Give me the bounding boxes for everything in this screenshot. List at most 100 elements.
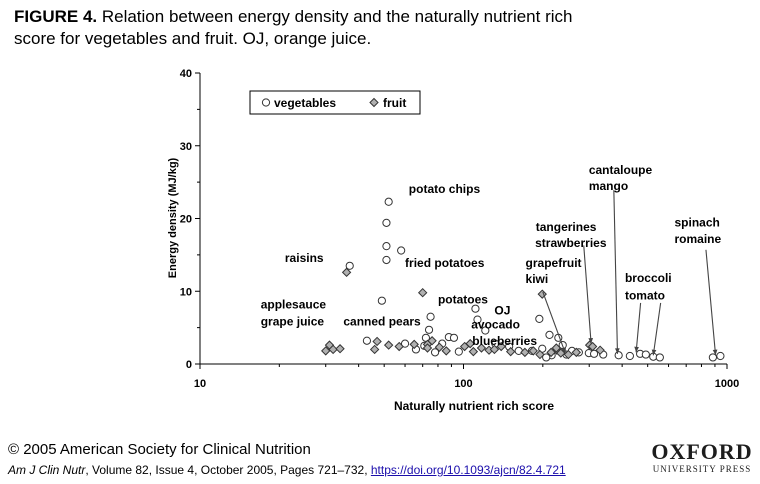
annotation-label: tangerines [536, 220, 597, 234]
annotation-label: potato chips [409, 182, 481, 196]
y-tick-label: 40 [180, 68, 192, 80]
fruit-point [321, 346, 331, 356]
pointer-arrowhead [651, 349, 657, 356]
pointer-line [652, 302, 662, 356]
fruit-point [372, 336, 382, 347]
pointer-line [705, 249, 717, 356]
publisher-logo: OXFORD UNIVERSITY PRESS [650, 441, 754, 475]
vegetable-point [400, 339, 410, 348]
vegetable-point [382, 242, 391, 251]
vegetable-point [345, 261, 354, 270]
vegetable-point [377, 296, 386, 305]
journal-name: Am J Clin Nutr [8, 463, 86, 477]
figure-caption-text: Relation between energy density and the … [14, 7, 573, 48]
vegetable-point [362, 336, 372, 345]
fruit-point [328, 344, 338, 355]
chart-pointers [542, 190, 718, 356]
chart-points [321, 197, 725, 362]
annotation-label: canned pears [343, 314, 421, 328]
fruit-point [505, 346, 516, 357]
fruit-point [422, 343, 433, 353]
fruit-point [476, 343, 487, 353]
pointer-arrowhead [561, 347, 566, 354]
y-tick-label: 10 [180, 286, 192, 298]
vegetable-point [535, 314, 544, 323]
annotation-label: potatoes [438, 293, 488, 307]
fruit-point [595, 345, 605, 355]
vegetable-point [716, 351, 725, 361]
vegetable-point [473, 315, 482, 324]
fruit-point [394, 341, 404, 352]
vegetable-point [625, 351, 634, 361]
vegetable-point [655, 353, 664, 362]
vegetable-point [426, 312, 435, 321]
x-tick-label: 100 [454, 378, 472, 390]
fruit-point [441, 346, 451, 356]
fruit-point [587, 341, 598, 352]
fruit-point [528, 346, 538, 356]
legend-fruit-marker [369, 97, 379, 108]
annotation-label: tomato [625, 288, 665, 302]
y-axis-label: Energy density (MJ/kg) [167, 157, 179, 278]
vegetable-point [449, 333, 459, 342]
vegetable-point [471, 304, 480, 313]
fruit-point [520, 347, 530, 358]
vegetable-point [641, 350, 650, 359]
pointer-arrowhead [588, 337, 594, 344]
pointer-arrowhead [634, 346, 639, 353]
annotation-label: blueberries [472, 334, 537, 348]
annotation-label: cantaloupe [589, 163, 653, 177]
legend-fruit-label: fruit [383, 96, 406, 110]
doi-link[interactable]: https://doi.org/10.1093/ajcn/82.4.721 [370, 463, 566, 477]
fruit-point [417, 287, 428, 298]
annotation-label: grapefruit [526, 256, 582, 270]
publisher-subtitle: UNIVERSITY PRESS [652, 464, 752, 474]
figure-caption: FIGURE 4. Relation between energy densit… [14, 6, 614, 50]
fruit-point [465, 338, 475, 349]
vegetable-point [614, 351, 623, 360]
annotation-label: OJ [494, 304, 510, 318]
citation: Am J Clin Nutr, Volume 82, Issue 4, Octo… [8, 463, 566, 477]
legend-box [249, 90, 421, 115]
vegetable-point [514, 346, 523, 356]
fruit-point [434, 342, 445, 352]
x-tick-label: 10 [194, 378, 206, 390]
fruit-point [427, 336, 437, 346]
vegetable-point [384, 197, 393, 206]
y-tick-label: 20 [180, 214, 192, 226]
vegetable-point [545, 330, 554, 339]
fruit-point [335, 344, 345, 354]
fruit-point [369, 344, 380, 355]
fruit-point [341, 267, 352, 278]
x-tick-label: 1000 [715, 378, 739, 390]
annotation-label: spinach [674, 216, 719, 230]
fruit-point [383, 340, 394, 350]
annotation-label: fried potatoes [405, 256, 485, 270]
pointer-line [635, 302, 642, 353]
annotation-label: grape juice [261, 314, 325, 328]
vegetable-point [397, 246, 406, 255]
annotation-label: raisins [285, 251, 324, 265]
x-axis-label: Naturally nutrient rich score [394, 399, 554, 413]
fruit-point [496, 341, 506, 352]
figure-label: FIGURE 4. [14, 7, 98, 26]
copyright-notice: © 2005 American Society for Clinical Nut… [8, 441, 311, 458]
annotation-label: broccoli [625, 271, 672, 285]
vegetable-point [382, 218, 391, 227]
annotation-label: mango [589, 179, 628, 193]
pointer-arrowhead [712, 349, 718, 356]
fruit-point [468, 346, 479, 357]
pointer-line [613, 190, 619, 354]
vegetable-point [430, 348, 440, 357]
annotation-label: applesauce [261, 298, 327, 312]
fruit-point [409, 339, 419, 350]
annotation-label: kiwi [526, 272, 549, 286]
vegetable-point [481, 326, 490, 335]
fruit-point [489, 344, 500, 355]
y-tick-label: 0 [186, 359, 192, 371]
vegetable-point [454, 347, 463, 356]
fruit-point [546, 347, 556, 358]
annotation-label: strawberries [535, 236, 607, 250]
y-tick-label: 30 [180, 141, 192, 153]
